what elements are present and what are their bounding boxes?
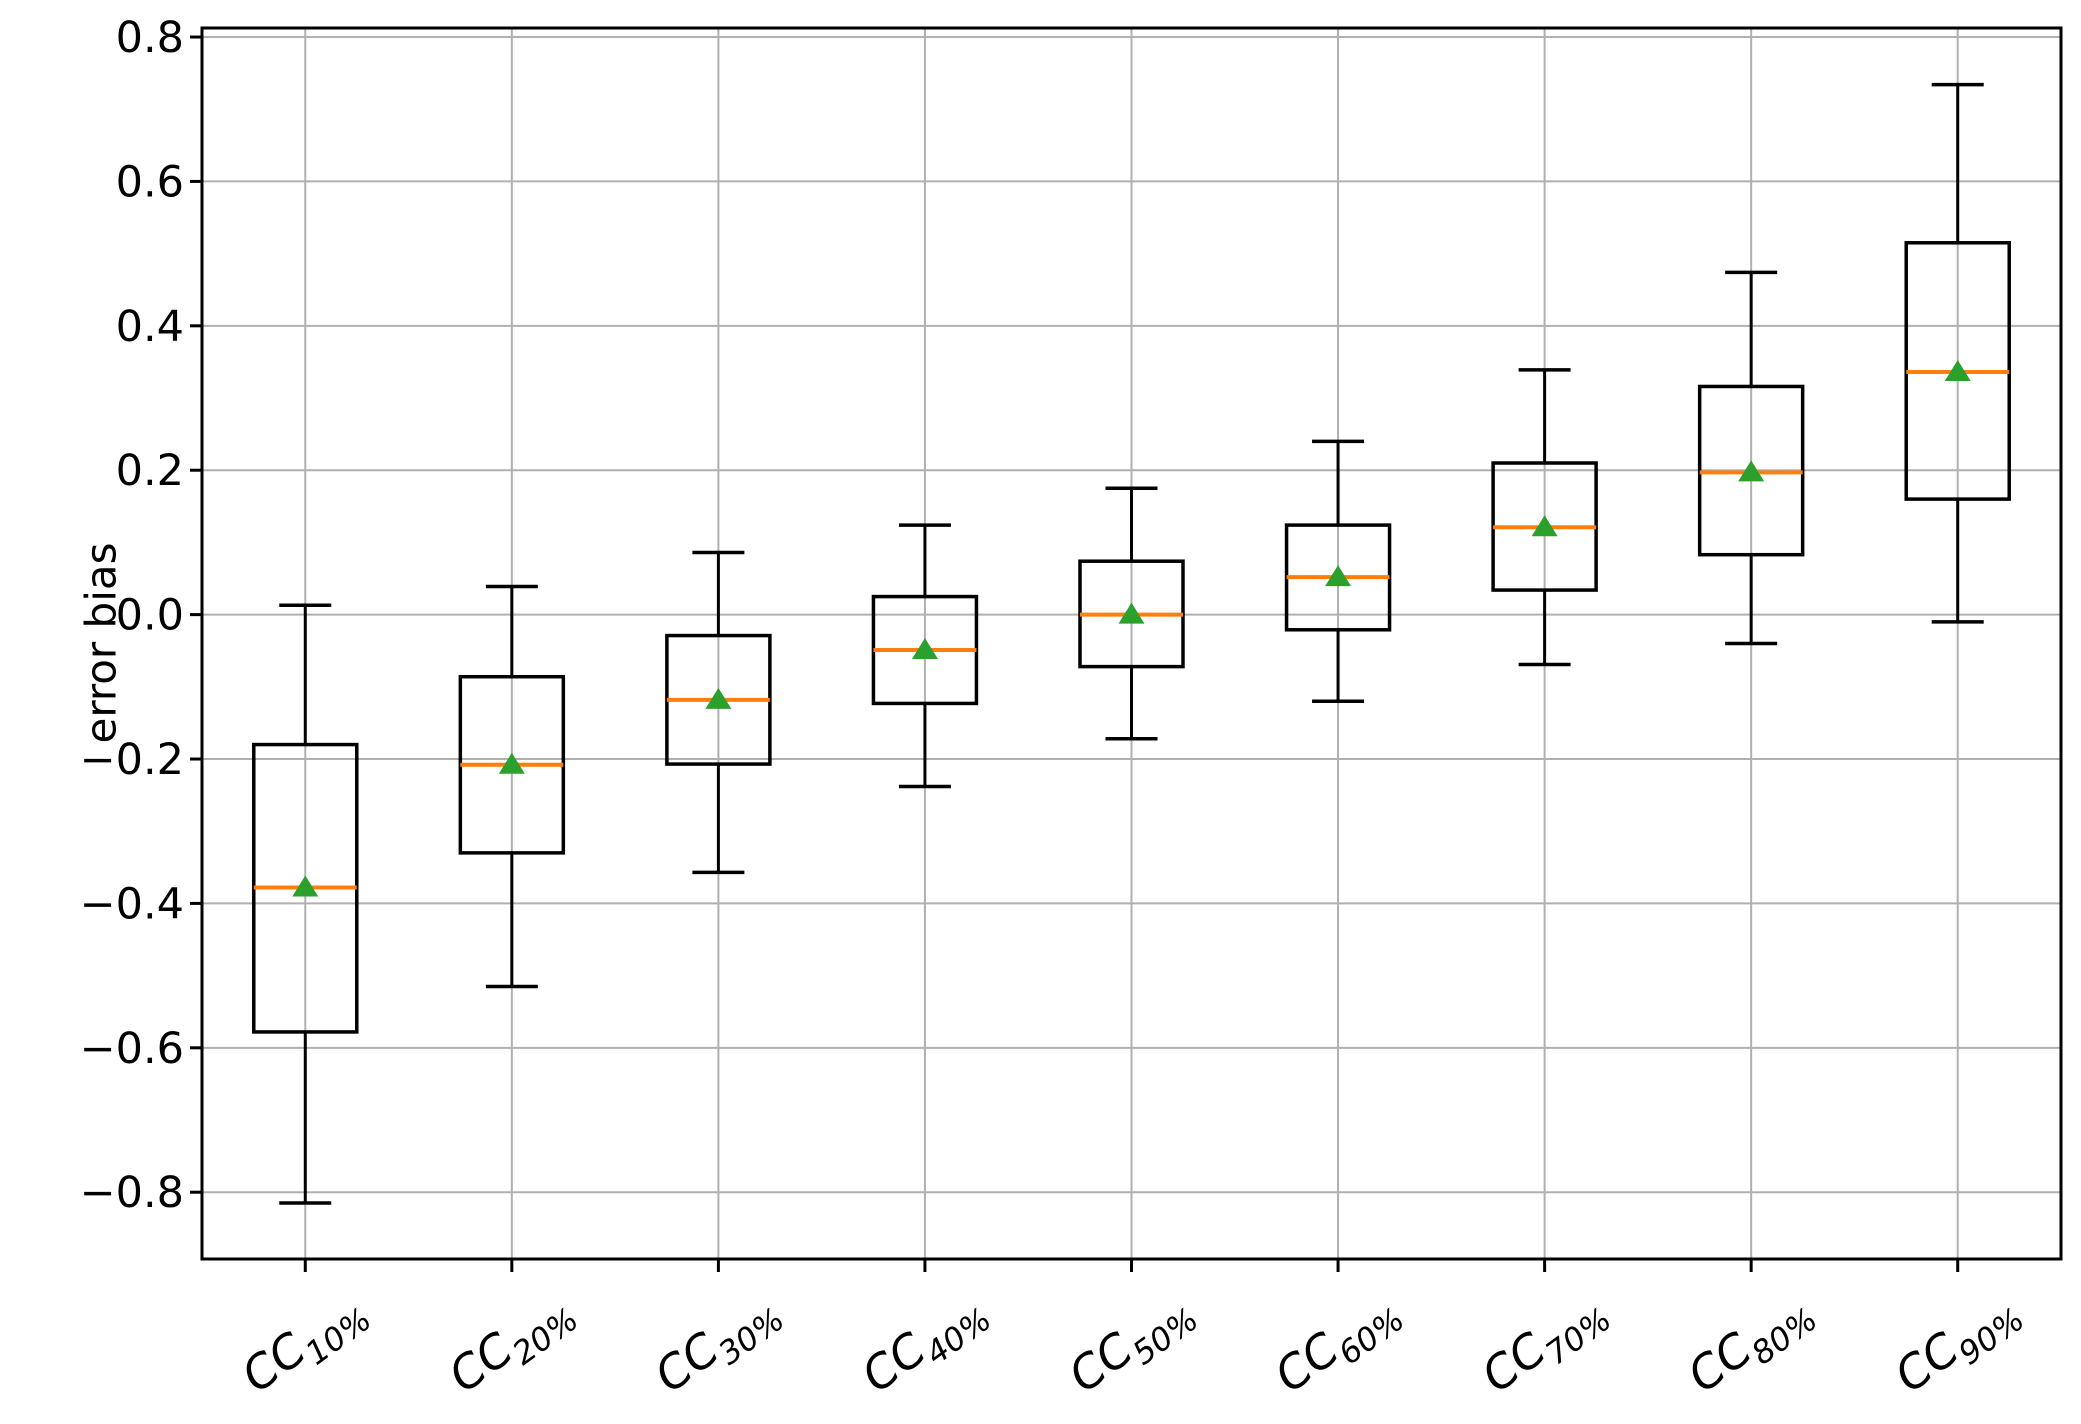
boxplot-box-cc80%: [1697, 270, 1805, 646]
y-tick-label: 0.0: [116, 591, 184, 641]
boxplot-box-cc50%: [1078, 486, 1185, 741]
boxplot-box-cc90%: [1904, 82, 2011, 624]
y-tick-label: 0.4: [116, 302, 184, 352]
y-tick-label: −0.2: [80, 735, 184, 785]
mean-marker: [1531, 515, 1558, 537]
mean-marker: [911, 637, 938, 659]
boxplot-box-cc60%: [1284, 439, 1392, 704]
y-tick-label: 0.8: [116, 13, 184, 63]
mean-marker: [1944, 360, 1971, 382]
y-tick-label: 0.2: [116, 446, 184, 496]
mean-marker: [1738, 460, 1765, 482]
y-tick-label: 0.6: [116, 157, 184, 207]
mean-marker: [705, 687, 732, 709]
y-tick-label: −0.6: [80, 1024, 184, 1074]
mean-marker: [1118, 602, 1145, 624]
mean-marker: [1325, 565, 1352, 587]
mean-marker: [292, 875, 319, 897]
boxplot-box-cc70%: [1491, 368, 1598, 667]
y-tick-label: −0.4: [80, 879, 184, 929]
y-tick-label: −0.8: [80, 1168, 184, 1218]
y-axis-title: error bias: [76, 542, 126, 744]
boxplot-box-cc40%: [871, 523, 979, 789]
boxplot-box-cc10%: [252, 603, 359, 1205]
boxplot-box-cc30%: [665, 550, 772, 875]
mean-marker: [498, 752, 525, 774]
boxplot-box-cc20%: [458, 584, 566, 989]
